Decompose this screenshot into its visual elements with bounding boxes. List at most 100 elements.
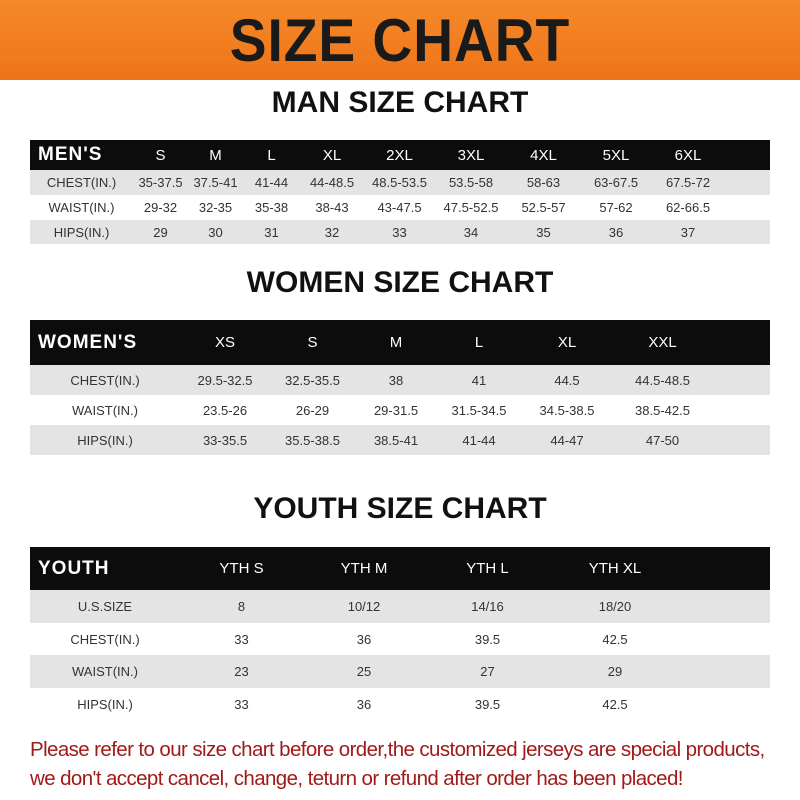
table-cell: S bbox=[270, 320, 355, 365]
empty-cell bbox=[724, 140, 770, 170]
table-cell: 34.5-38.5 bbox=[521, 395, 613, 425]
men-chart-title: MAN SIZE CHART bbox=[271, 86, 529, 119]
table-cell: 38 bbox=[355, 365, 437, 395]
row-label: HIPS(IN.) bbox=[30, 220, 133, 244]
row-label: WAIST(IN.) bbox=[30, 195, 133, 220]
empty-cell bbox=[680, 547, 770, 590]
table-cell: 36 bbox=[303, 623, 425, 655]
table-cell: 39.5 bbox=[425, 688, 550, 720]
men-size-table: MEN'S S M L XL 2XL 3XL 4XL 5XL 6XL CHEST(IN.) 35-37… bbox=[30, 140, 770, 244]
table-cell: 14/16 bbox=[425, 590, 550, 623]
row-label: U.S.SIZE bbox=[30, 590, 180, 623]
table-cell: M bbox=[188, 140, 243, 170]
table-cell: 42.5 bbox=[550, 688, 680, 720]
row-label: HIPS(IN.) bbox=[30, 688, 180, 720]
table-cell: 47.5-52.5 bbox=[435, 195, 507, 220]
table-cell: 5XL bbox=[580, 140, 652, 170]
table-cell: 29 bbox=[550, 655, 680, 688]
table-cell: 26-29 bbox=[270, 395, 355, 425]
table-cell: 29-32 bbox=[133, 195, 188, 220]
table-cell: 8 bbox=[180, 590, 303, 623]
table-cell: 35-37.5 bbox=[133, 170, 188, 195]
table-cell: M bbox=[355, 320, 437, 365]
table-cell: S bbox=[133, 140, 188, 170]
empty-cell bbox=[712, 425, 770, 455]
empty-cell bbox=[680, 688, 770, 720]
table-row: CHEST(IN.) 29.5-32.5 32.5-35.5 38 41 44.5 44.5… bbox=[30, 365, 770, 395]
table-cell: 29.5-32.5 bbox=[180, 365, 270, 395]
table-cell: 29-31.5 bbox=[355, 395, 437, 425]
table-row: HIPS(IN.) 29 30 31 32 33 34 35 36 37 bbox=[30, 220, 770, 244]
table-cell: 44.5 bbox=[521, 365, 613, 395]
row-label: WOMEN'S bbox=[30, 320, 180, 365]
table-cell: 23 bbox=[180, 655, 303, 688]
table-cell: 33 bbox=[180, 688, 303, 720]
table-cell: XS bbox=[180, 320, 270, 365]
table-row: WAIST(IN.) 23 25 27 29 bbox=[30, 655, 770, 688]
header-row: MEN'S S M L XL 2XL 3XL 4XL 5XL 6XL bbox=[30, 140, 770, 170]
table-cell: 62-66.5 bbox=[652, 195, 724, 220]
table-cell: 41 bbox=[437, 365, 521, 395]
table-cell: 33 bbox=[364, 220, 435, 244]
table-cell: 38.5-42.5 bbox=[613, 395, 712, 425]
table-cell: 25 bbox=[303, 655, 425, 688]
table-cell: 38-43 bbox=[300, 195, 364, 220]
table-cell: 44.5-48.5 bbox=[613, 365, 712, 395]
table-row: U.S.SIZE 8 10/12 14/16 18/20 bbox=[30, 590, 770, 623]
table-cell: 41-44 bbox=[437, 425, 521, 455]
table-row: WAIST(IN.) 29-32 32-35 35-38 38-43 43-47.5 47.… bbox=[30, 195, 770, 220]
table-cell: 35.5-38.5 bbox=[270, 425, 355, 455]
empty-cell bbox=[712, 365, 770, 395]
table-cell: YTH XL bbox=[550, 547, 680, 590]
notice-line: we don't accept cancel, change, teturn o… bbox=[30, 767, 683, 790]
order-notice: Please refer to our size chart before or… bbox=[30, 735, 775, 793]
table-cell: 52.5-57 bbox=[507, 195, 580, 220]
empty-cell bbox=[680, 590, 770, 623]
table-cell: 18/20 bbox=[550, 590, 680, 623]
empty-cell bbox=[712, 320, 770, 365]
table-cell: 29 bbox=[133, 220, 188, 244]
table-cell: XL bbox=[521, 320, 613, 365]
table-cell: 23.5-26 bbox=[180, 395, 270, 425]
row-label: HIPS(IN.) bbox=[30, 425, 180, 455]
table-cell: 38.5-41 bbox=[355, 425, 437, 455]
empty-cell bbox=[724, 170, 770, 195]
table-cell: 32.5-35.5 bbox=[270, 365, 355, 395]
table-cell: 33 bbox=[180, 623, 303, 655]
empty-cell bbox=[680, 623, 770, 655]
table-cell: 30 bbox=[188, 220, 243, 244]
empty-cell bbox=[712, 395, 770, 425]
row-label: CHEST(IN.) bbox=[30, 170, 133, 195]
table-cell: 2XL bbox=[364, 140, 435, 170]
table-row: WAIST(IN.) 23.5-26 26-29 29-31.5 31.5-34.5 34… bbox=[30, 395, 770, 425]
table-cell: 37.5-41 bbox=[188, 170, 243, 195]
table-cell: XL bbox=[300, 140, 364, 170]
empty-cell bbox=[680, 655, 770, 688]
table-cell: 4XL bbox=[507, 140, 580, 170]
table-cell: 34 bbox=[435, 220, 507, 244]
table-cell: 10/12 bbox=[303, 590, 425, 623]
table-cell: 36 bbox=[303, 688, 425, 720]
row-label: MEN'S bbox=[30, 140, 133, 170]
youth-chart-title: YOUTH SIZE CHART bbox=[253, 492, 547, 525]
row-label: CHEST(IN.) bbox=[30, 623, 180, 655]
empty-cell bbox=[724, 195, 770, 220]
row-label: YOUTH bbox=[30, 547, 180, 590]
table-cell: 35-38 bbox=[243, 195, 300, 220]
youth-size-table: YOUTH YTH S YTH M YTH L YTH XL U.S.SIZE 8 10/12… bbox=[30, 547, 770, 720]
table-cell: L bbox=[243, 140, 300, 170]
table-cell: 47-50 bbox=[613, 425, 712, 455]
table-cell: YTH M bbox=[303, 547, 425, 590]
table-cell: YTH S bbox=[180, 547, 303, 590]
table-cell: XXL bbox=[613, 320, 712, 365]
table-cell: 31.5-34.5 bbox=[437, 395, 521, 425]
table-cell: 35 bbox=[507, 220, 580, 244]
table-row: HIPS(IN.) 33 36 39.5 42.5 bbox=[30, 688, 770, 720]
table-cell: 36 bbox=[580, 220, 652, 244]
table-cell: 67.5-72 bbox=[652, 170, 724, 195]
table-cell: 44-47 bbox=[521, 425, 613, 455]
table-cell: 43-47.5 bbox=[364, 195, 435, 220]
table-cell: 58-63 bbox=[507, 170, 580, 195]
women-chart-title: WOMEN SIZE CHART bbox=[246, 266, 554, 299]
table-cell: L bbox=[437, 320, 521, 365]
